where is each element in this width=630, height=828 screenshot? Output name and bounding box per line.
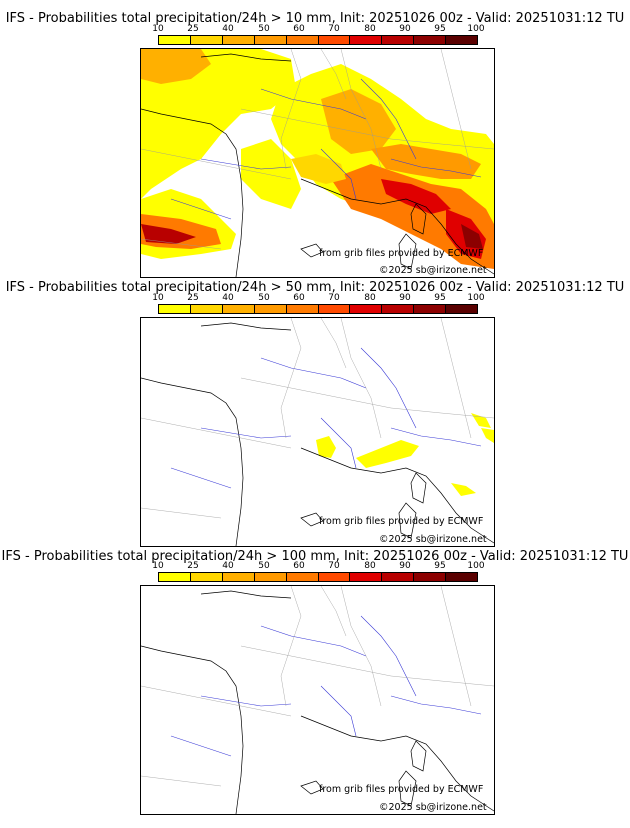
colorbar-segment [382, 573, 415, 581]
colorbar-segment [222, 36, 255, 44]
tick-label: 95 [434, 24, 446, 34]
colorbar-segment [286, 36, 319, 44]
colorbar-segment [350, 305, 383, 313]
borders [141, 318, 494, 519]
panel-3-title: IFS - Probabilities total precipitation/… [1, 549, 629, 564]
tick-label: 100 [467, 561, 485, 571]
panel-3-credit-copyright: ©2025 sb@irizone.net [379, 802, 487, 813]
colorbar-segment [222, 573, 255, 581]
tick-label: 80 [364, 561, 376, 571]
tick-label: 25 [187, 561, 199, 571]
tick-label: 60 [293, 293, 305, 303]
colorbar-segment [159, 573, 191, 581]
colorbar-segment [286, 573, 319, 581]
colorbar-segment [190, 573, 223, 581]
colorbar-segment [382, 36, 415, 44]
panel-2-credit-source: from grib files provided by ECMWF [319, 516, 484, 527]
panel-1-credit-copyright: ©2025 sb@irizone.net [379, 265, 487, 276]
panel-2-colorbar-ticks: 10 25 40 50 60 70 80 90 95 100 [152, 293, 484, 303]
tick-label: 70 [328, 24, 340, 34]
panel-3-credit-source: from grib files provided by ECMWF [319, 784, 484, 795]
tick-label: 25 [187, 293, 199, 303]
rivers [170, 615, 482, 757]
panel-2-credit-copyright: ©2025 sb@irizone.net [379, 534, 487, 545]
tick-label: 60 [293, 561, 305, 571]
tick-label: 50 [258, 293, 270, 303]
panel-1-colorbar [158, 35, 478, 45]
map-canvas [141, 586, 494, 814]
rivers [170, 347, 482, 489]
tick-label: 100 [467, 24, 485, 34]
colorbar-segment [159, 305, 191, 313]
tick-label: 80 [364, 293, 376, 303]
map-canvas [141, 318, 494, 546]
tick-label: 10 [152, 24, 164, 34]
panel-3-colorbar-ticks: 10 25 40 50 60 70 80 90 95 100 [152, 561, 484, 571]
panel-3-colorbar [158, 572, 478, 582]
tick-label: 40 [222, 24, 234, 34]
panel-1-credit-source: from grib files provided by ECMWF [319, 248, 484, 259]
tick-label: 70 [328, 293, 340, 303]
tick-label: 60 [293, 24, 305, 34]
colorbar-segment [414, 36, 447, 44]
borders [141, 49, 494, 250]
tick-label: 90 [399, 24, 411, 34]
borders [141, 586, 494, 787]
tick-label: 10 [152, 561, 164, 571]
tick-label: 90 [399, 293, 411, 303]
panel-1-map: from grib files provided by ECMWF ©2025 … [140, 48, 495, 278]
panel-2-title: IFS - Probabilities total precipitation/… [5, 280, 625, 295]
panel-1-title: IFS - Probabilities total precipitation/… [5, 11, 625, 26]
colorbar-segment [414, 305, 447, 313]
colorbar-segment [350, 36, 383, 44]
colorbar-segment [446, 305, 478, 313]
coastlines [141, 590, 494, 814]
tick-label: 25 [187, 24, 199, 34]
colorbar-segment [159, 36, 191, 44]
tick-label: 95 [434, 293, 446, 303]
tick-label: 40 [222, 293, 234, 303]
coastlines [141, 53, 494, 277]
tick-label: 70 [328, 561, 340, 571]
colorbar-segment [254, 573, 287, 581]
precip-field [141, 49, 494, 269]
precip-field [316, 413, 494, 496]
coastlines [141, 322, 494, 546]
panel-3-map: from grib files provided by ECMWF ©2025 … [140, 585, 495, 815]
tick-label: 50 [258, 24, 270, 34]
tick-label: 90 [399, 561, 411, 571]
panel-2-colorbar [158, 304, 478, 314]
colorbar-segment [254, 36, 287, 44]
rivers [170, 78, 482, 220]
colorbar-segment [318, 36, 351, 44]
colorbar-segment [414, 573, 447, 581]
colorbar-segment [222, 305, 255, 313]
colorbar-segment [254, 305, 287, 313]
colorbar-segment [446, 36, 478, 44]
colorbar-segment [446, 573, 478, 581]
panel-2-map: from grib files provided by ECMWF ©2025 … [140, 317, 495, 547]
colorbar-segment [190, 36, 223, 44]
colorbar-segment [286, 305, 319, 313]
map-canvas [141, 49, 494, 277]
colorbar-segment [350, 573, 383, 581]
colorbar-segment [318, 305, 351, 313]
tick-label: 50 [258, 561, 270, 571]
tick-label: 95 [434, 561, 446, 571]
colorbar-segment [318, 573, 351, 581]
tick-label: 10 [152, 293, 164, 303]
tick-label: 40 [222, 561, 234, 571]
colorbar-segment [382, 305, 415, 313]
tick-label: 80 [364, 24, 376, 34]
tick-label: 100 [467, 293, 485, 303]
panel-1-colorbar-ticks: 10 25 40 50 60 70 80 90 95 100 [152, 24, 484, 34]
colorbar-segment [190, 305, 223, 313]
